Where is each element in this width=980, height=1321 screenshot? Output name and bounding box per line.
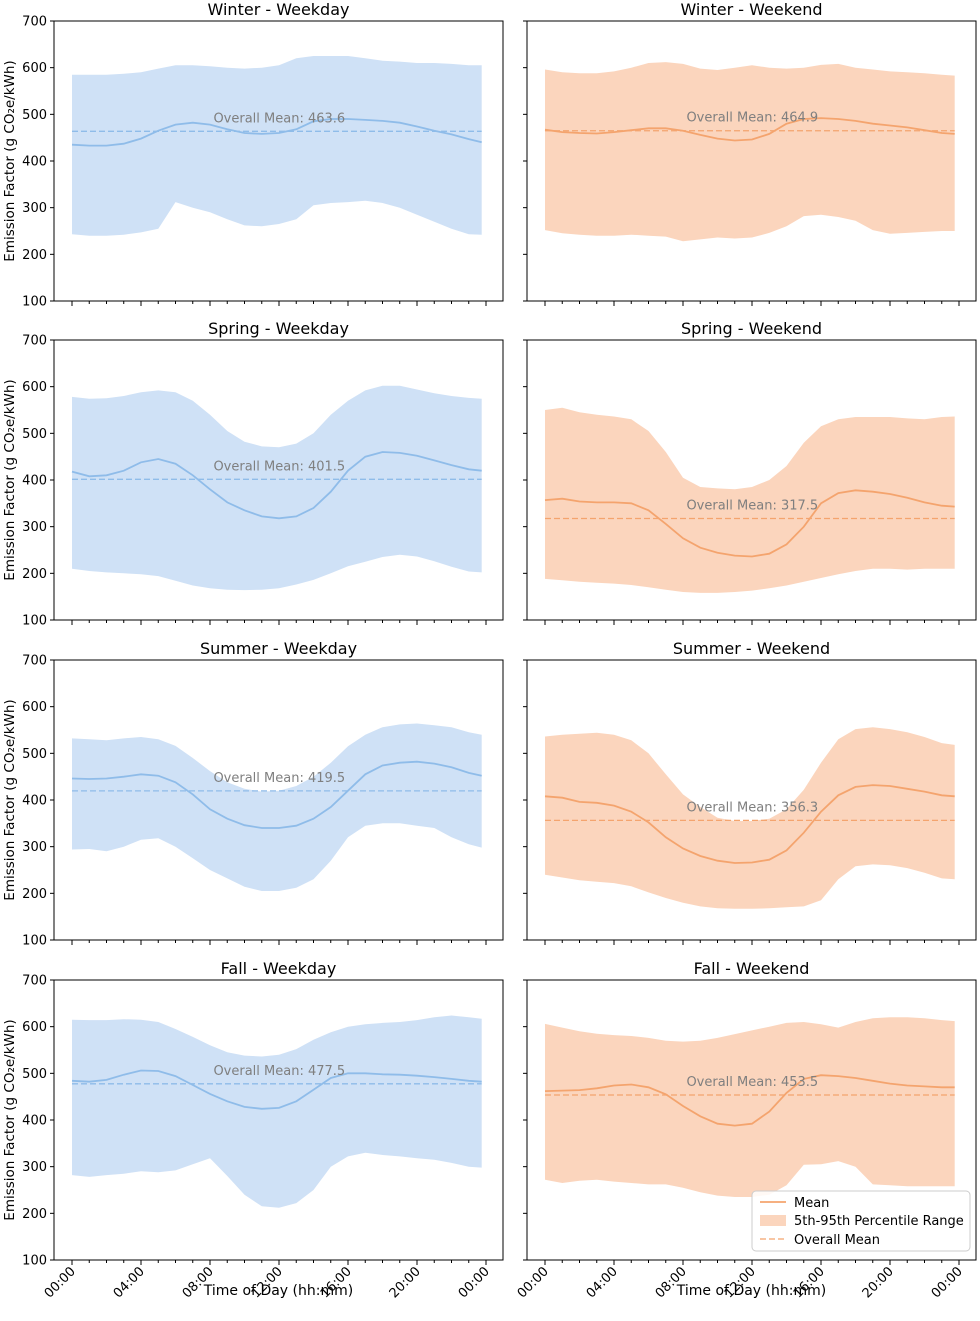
panel-summer-weekday: Overall Mean: 419.5 Summer - Weekday 100 20… xyxy=(2,639,504,949)
y-tick-label: 500 xyxy=(22,747,47,762)
x-tick-label: 20:00 xyxy=(860,1264,897,1301)
y-tick-label: 100 xyxy=(22,614,47,629)
panel-winter-weekday: Overall Mean: 463.6 Winter - Weekday 100 20… xyxy=(2,0,504,310)
y-tick-label: 300 xyxy=(22,840,47,855)
y-tick-label: 200 xyxy=(22,1207,47,1222)
x-tick-label: 00:00 xyxy=(42,1264,79,1301)
y-tick-label: 300 xyxy=(22,201,47,216)
y-tick-label: 200 xyxy=(22,887,47,902)
percentile-band xyxy=(72,723,482,891)
panel-spring-weekend: Overall Mean: 317.5 Spring - Weekend xyxy=(523,319,977,625)
y-axis-label: Emission Factor (g CO₂e/kWh) xyxy=(2,60,18,261)
legend-band-swatch xyxy=(760,1215,786,1226)
y-tick-label: 200 xyxy=(22,567,47,582)
overall-mean-label: Overall Mean: 317.5 xyxy=(686,499,818,514)
percentile-band xyxy=(545,727,955,909)
x-tick-label: 20:00 xyxy=(387,1264,424,1301)
mean-line xyxy=(544,117,955,142)
panel-winter-weekend: Overall Mean: 464.9 Winter - Weekend xyxy=(523,0,977,306)
y-tick-label: 200 xyxy=(22,248,47,263)
panel-title: Spring - Weekday xyxy=(208,319,349,338)
y-tick-label: 700 xyxy=(22,974,47,989)
y-tick-label: 400 xyxy=(22,474,47,489)
x-tick-label: 04:00 xyxy=(584,1264,621,1301)
y-tick-label: 300 xyxy=(22,1160,47,1175)
y-axis-label: Emission Factor (g CO₂e/kWh) xyxy=(2,699,18,900)
panel-fall-weekday: Overall Mean: 477.5 Fall - Weekday 100 200 3… xyxy=(2,959,504,1301)
y-tick-label: 500 xyxy=(22,108,47,123)
overall-mean-label: Overall Mean: 477.5 xyxy=(213,1064,345,1079)
y-tick-label: 700 xyxy=(22,15,47,30)
y-tick-label: 600 xyxy=(22,700,47,715)
y-tick-label: 700 xyxy=(22,654,47,669)
y-tick-label: 400 xyxy=(22,1114,47,1129)
panel-summer-weekend: Overall Mean: 356.3 Summer - Weekend xyxy=(523,639,977,945)
x-axis-label: Time of Day (hh:mm) xyxy=(203,1283,353,1299)
mean-line xyxy=(544,1074,955,1127)
y-tick-label: 500 xyxy=(22,1067,47,1082)
y-tick-label: 500 xyxy=(22,427,47,442)
panel-title: Fall - Weekend xyxy=(694,959,810,978)
overall-mean-label: Overall Mean: 356.3 xyxy=(686,800,818,815)
panel-title: Winter - Weekend xyxy=(680,0,822,19)
y-tick-label: 400 xyxy=(22,794,47,809)
x-tick-label: 00:00 xyxy=(929,1264,966,1301)
y-tick-label: 100 xyxy=(22,934,47,949)
overall-mean-label: Overall Mean: 464.9 xyxy=(686,111,818,126)
y-tick-label: 600 xyxy=(22,1020,47,1035)
x-tick-label: 04:00 xyxy=(111,1264,148,1301)
percentile-band xyxy=(545,62,955,242)
percentile-band xyxy=(72,1015,482,1208)
overall-mean-label: Overall Mean: 419.5 xyxy=(213,771,345,786)
y-tick-label: 600 xyxy=(22,61,47,76)
percentile-band xyxy=(545,407,955,593)
y-tick-label: 300 xyxy=(22,520,47,535)
overall-mean-label: Overall Mean: 453.5 xyxy=(686,1075,818,1090)
y-tick-label: 100 xyxy=(22,295,47,310)
panel-title: Summer - Weekend xyxy=(673,639,830,658)
overall-mean-label: Overall Mean: 401.5 xyxy=(213,459,345,474)
mean-line xyxy=(71,118,482,147)
legend-mean-label: Mean xyxy=(794,1196,829,1211)
mean-line xyxy=(71,451,482,520)
percentile-band xyxy=(72,56,482,236)
y-tick-label: 600 xyxy=(22,380,47,395)
y-tick-label: 400 xyxy=(22,155,47,170)
x-axis-label: Time of Day (hh:mm) xyxy=(676,1283,826,1299)
legend-band-label: 5th-95th Percentile Range xyxy=(794,1214,964,1229)
x-tick-label: 00:00 xyxy=(456,1264,493,1301)
mean-line xyxy=(71,760,482,829)
x-tick-label: 00:00 xyxy=(515,1264,552,1301)
overall-mean-label: Overall Mean: 463.6 xyxy=(213,111,345,126)
panel-title: Fall - Weekday xyxy=(221,959,337,978)
panel-spring-weekday: Overall Mean: 401.5 Spring - Weekday 100 20… xyxy=(2,319,504,629)
y-tick-label: 700 xyxy=(22,334,47,349)
y-axis-label: Emission Factor (g CO₂e/kWh) xyxy=(2,379,18,580)
mean-line xyxy=(71,1069,482,1110)
percentile-band xyxy=(545,1017,955,1197)
mean-line xyxy=(544,489,955,558)
legend: Mean 5th-95th Percentile Range Overall Mea… xyxy=(751,1190,971,1252)
panel-title: Summer - Weekday xyxy=(200,639,357,658)
y-axis-label: Emission Factor (g CO₂e/kWh) xyxy=(2,1019,18,1220)
panel-title: Spring - Weekend xyxy=(681,319,822,338)
legend-overall-mean-label: Overall Mean xyxy=(794,1233,880,1248)
percentile-band xyxy=(72,385,482,591)
legend-box xyxy=(751,1190,971,1252)
panel-title: Winter - Weekday xyxy=(208,0,350,19)
y-tick-label: 100 xyxy=(22,1254,47,1269)
mean-line xyxy=(544,784,955,864)
